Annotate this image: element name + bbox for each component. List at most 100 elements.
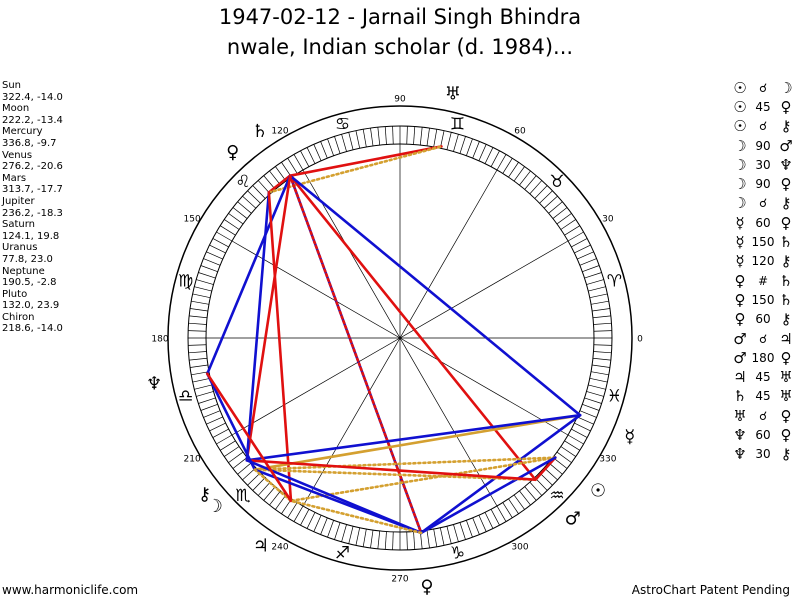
aspect-row: ♅ ☌ ♀ bbox=[730, 406, 796, 425]
degree-tick bbox=[188, 344, 207, 346]
degree-tick bbox=[293, 154, 304, 171]
degree-tick bbox=[593, 351, 612, 354]
degree-tick bbox=[567, 231, 584, 242]
degree-tick bbox=[203, 258, 221, 266]
footer-website[interactable]: www.harmoniclife.com bbox=[2, 583, 139, 597]
aspect-line bbox=[253, 468, 537, 482]
degree-tick bbox=[327, 520, 334, 538]
degree-tick bbox=[232, 207, 248, 219]
degree-tick bbox=[257, 481, 271, 496]
degree-label: 180 bbox=[151, 335, 168, 345]
degree-tick bbox=[362, 129, 367, 148]
degree-tick bbox=[478, 515, 487, 532]
degree-tick bbox=[370, 128, 374, 146]
degree-tick bbox=[275, 166, 287, 182]
degree-tick bbox=[334, 522, 341, 540]
aspect-line bbox=[288, 174, 537, 482]
degree-tick bbox=[370, 530, 374, 548]
degree-tick bbox=[552, 207, 568, 219]
degree-tick bbox=[472, 517, 480, 535]
degree-tick bbox=[586, 279, 604, 285]
planet-glyph-mars: ♂ bbox=[565, 509, 581, 530]
degree-tick bbox=[348, 526, 354, 544]
degree-tick bbox=[592, 308, 610, 312]
aspect-angle-label: 60 bbox=[755, 312, 771, 327]
aspect-line bbox=[253, 456, 557, 471]
aspect-row: ♃ 45 ♅ bbox=[730, 367, 796, 386]
degree-tick bbox=[524, 486, 537, 501]
degree-tick bbox=[341, 524, 347, 542]
aspect-planet-b-glyph: ♅ bbox=[779, 387, 793, 406]
degree-tick bbox=[589, 293, 608, 299]
degree-tick bbox=[228, 213, 244, 225]
aspect-line bbox=[245, 413, 582, 462]
degree-tick bbox=[263, 175, 276, 190]
degree-label: 300 bbox=[511, 542, 528, 552]
aspect-row: ♀ 150 ♄ bbox=[730, 290, 796, 309]
degree-tick bbox=[567, 434, 584, 445]
degree-tick bbox=[564, 225, 580, 236]
degree-tick bbox=[556, 213, 572, 225]
degree-tick bbox=[574, 422, 591, 432]
planet-glyph-sun: ☉ bbox=[590, 481, 606, 502]
planet-coords-moon: 222.2, -13.4 bbox=[2, 114, 63, 126]
planet-coords-saturn: 124.1, 19.8 bbox=[2, 230, 60, 242]
zodiac-sign-glyph: ♑ bbox=[450, 543, 465, 563]
aspect-angle-label: 150 bbox=[751, 292, 775, 307]
degree-tick bbox=[212, 428, 229, 438]
aspect-line bbox=[245, 191, 271, 462]
degree-tick bbox=[439, 527, 445, 546]
aspect-row: ☽ 90 ♂ bbox=[730, 136, 796, 155]
degree-tick bbox=[320, 141, 328, 159]
degree-tick bbox=[496, 154, 507, 171]
degree-tick bbox=[212, 238, 229, 248]
degree-tick bbox=[582, 404, 600, 411]
degree-tick bbox=[306, 147, 316, 164]
aspect-line bbox=[267, 174, 292, 194]
aspect-planet-a-glyph: ♄ bbox=[733, 387, 747, 406]
degree-tick bbox=[548, 462, 563, 475]
degree-tick bbox=[392, 531, 394, 550]
degree-label: 30 bbox=[602, 215, 614, 225]
degree-tick bbox=[224, 219, 240, 230]
aspect-planet-a-glyph: ☽ bbox=[733, 155, 747, 174]
degree-tick bbox=[190, 308, 208, 312]
aspect-angle-label: 60 bbox=[755, 427, 771, 442]
degree-tick bbox=[320, 517, 328, 535]
aspect-planet-a-glyph: ♃ bbox=[733, 368, 747, 387]
degree-tick bbox=[269, 490, 281, 506]
degree-tick bbox=[433, 528, 438, 547]
degree-tick bbox=[293, 505, 304, 522]
aspect-planet-b-glyph: ♄ bbox=[779, 233, 793, 252]
aspect-line bbox=[205, 372, 293, 503]
aspect-planet-a-glyph: ☉ bbox=[733, 78, 747, 97]
degree-tick bbox=[362, 528, 367, 547]
degree-tick bbox=[459, 136, 466, 154]
aspect-planet-a-glyph: ☿ bbox=[735, 213, 745, 232]
zodiac-sign-glyph: ♉ bbox=[549, 172, 564, 192]
degree-tick bbox=[513, 494, 525, 510]
degree-tick bbox=[203, 410, 221, 418]
degree-tick bbox=[592, 315, 611, 319]
degree-tick bbox=[484, 147, 494, 164]
planet-glyph-moon: ☽ bbox=[207, 496, 223, 517]
aspect-angle-label: ☌ bbox=[758, 196, 768, 211]
zodiac-sign-glyph: ♐ bbox=[335, 543, 350, 563]
aspect-planet-a-glyph: ♆ bbox=[733, 445, 747, 464]
degree-tick bbox=[188, 330, 207, 332]
planet-glyph-chiron: ⚷ bbox=[198, 484, 211, 505]
outer-ring bbox=[167, 105, 633, 571]
degree-tick bbox=[593, 322, 612, 325]
degree-tick bbox=[529, 481, 543, 496]
degree-tick bbox=[419, 127, 423, 146]
planet-name-moon: Moon bbox=[2, 103, 30, 115]
footer-patent-notice: AstroChart Patent Pending bbox=[631, 583, 790, 597]
degree-tick bbox=[543, 195, 558, 209]
aspect-angle-label: ☌ bbox=[758, 80, 768, 95]
aspect-angle-label: 180 bbox=[751, 350, 775, 365]
aspect-line bbox=[289, 456, 557, 503]
planet-name-sun: Sun bbox=[2, 80, 22, 91]
planet-glyph-mercury: ☿ bbox=[624, 426, 635, 447]
aspect-planet-a-glyph: ☉ bbox=[733, 97, 747, 116]
